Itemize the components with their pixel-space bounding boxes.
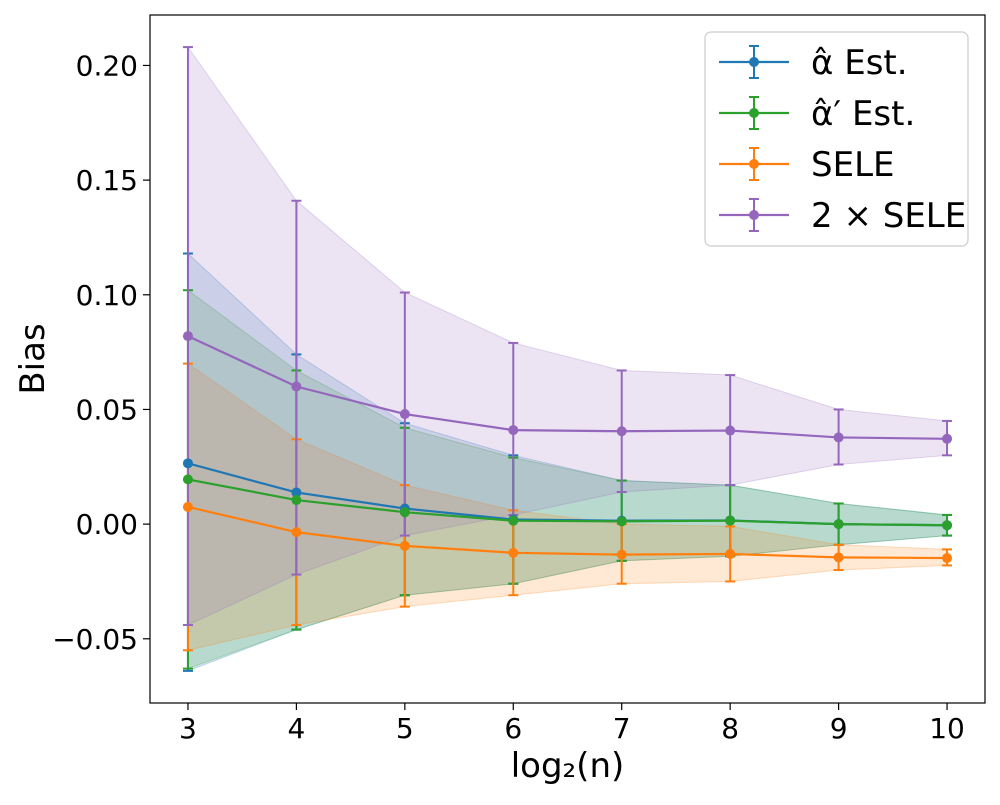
legend-label: α̂′ Est.: [811, 94, 915, 134]
point-two-sele: [942, 433, 953, 444]
legend-item-two-sele: 2 × SELE: [719, 196, 966, 236]
point-alpha-hat-prime: [616, 516, 627, 527]
point-two-sele: [291, 381, 302, 392]
point-alpha-hat-prime: [182, 474, 193, 485]
x-tick-label: 6: [504, 712, 522, 745]
legend-item-alpha-hat: α̂ Est.: [719, 43, 908, 83]
series-points: [182, 331, 953, 564]
point-sele: [182, 501, 193, 512]
y-tick-label: 0.20: [76, 49, 138, 82]
x-axis-title: log₂(n): [511, 746, 625, 786]
legend-swatch-marker: [749, 159, 759, 169]
point-two-sele: [182, 331, 193, 342]
point-sele: [833, 552, 844, 563]
point-sele: [725, 548, 736, 559]
legend-label: α̂ Est.: [811, 43, 908, 83]
legend-swatch-marker: [749, 57, 759, 67]
x-tick-label: 8: [721, 712, 739, 745]
legend-swatch-marker: [749, 210, 759, 220]
point-alpha-hat: [291, 487, 302, 498]
x-tick-label: 4: [287, 712, 305, 745]
legend-item-sele: SELE: [719, 145, 895, 185]
point-alpha-hat-prime: [942, 520, 953, 531]
line-alpha-hat-prime: [187, 478, 948, 527]
line-two-sele: [187, 335, 948, 440]
point-sele: [399, 540, 410, 551]
y-axis-title: Bias: [13, 323, 53, 394]
x-tick-label: 5: [396, 712, 414, 745]
point-alpha-hat-prime: [833, 519, 844, 530]
line-sele: [187, 505, 948, 560]
point-alpha-hat-prime: [399, 507, 410, 518]
point-alpha-hat-prime: [508, 515, 519, 526]
y-tick-label: 0.05: [76, 393, 138, 426]
plot-frame: [149, 14, 986, 704]
legend-label: SELE: [811, 145, 895, 185]
x-tick-label: 10: [929, 712, 965, 745]
point-two-sele: [833, 432, 844, 443]
point-alpha-hat: [182, 458, 193, 469]
series-lines: [187, 335, 948, 560]
y-axis-ticks: 0.20 0.15 0.10 0.05 0.00 −0.05: [52, 49, 150, 656]
point-two-sele: [616, 426, 627, 437]
point-two-sele: [508, 425, 519, 436]
legend-box: [704, 31, 969, 247]
point-two-sele: [399, 409, 410, 420]
legend: α̂ Est. α̂′ Est. SELE 2 × SELE: [704, 31, 969, 247]
y-tick-label: 0.15: [76, 164, 138, 197]
point-alpha-hat-prime: [725, 515, 736, 526]
point-sele: [616, 549, 627, 560]
point-sele: [508, 547, 519, 558]
point-sele: [291, 527, 302, 538]
y-tick-label: 0.10: [76, 279, 138, 312]
point-two-sele: [725, 425, 736, 436]
y-tick-label: −0.05: [52, 623, 138, 656]
x-axis-ticks: 3 4 5 6 7 8 9 10: [179, 703, 965, 745]
legend-swatch-marker: [749, 108, 759, 118]
y-tick-label: 0.00: [76, 508, 138, 541]
x-tick-label: 7: [613, 712, 631, 745]
x-tick-label: 3: [179, 712, 197, 745]
x-tick-label: 9: [830, 712, 848, 745]
point-alpha-hat-prime: [291, 495, 302, 506]
legend-item-alpha-hat-prime: α̂′ Est.: [719, 94, 915, 134]
point-sele: [942, 553, 953, 564]
legend-label: 2 × SELE: [811, 196, 966, 236]
